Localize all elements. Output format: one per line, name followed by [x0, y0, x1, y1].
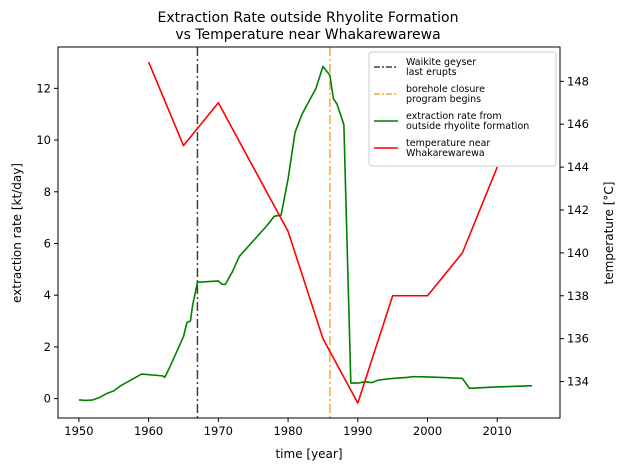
series-line-temperature	[147, 61, 498, 404]
y-axis-left-label: extraction rate [kt/day]	[10, 163, 24, 303]
legend-label: Waikite geyser	[406, 57, 476, 68]
legend-label: temperature near	[406, 138, 490, 149]
legend-label: borehole closure	[406, 84, 485, 95]
x-tick-label: 1950	[64, 424, 93, 438]
plot-area-frame	[57, 46, 561, 419]
chart-title: Extraction Rate outside Rhyolite Formati…	[158, 10, 459, 43]
x-tick-label: 1970	[204, 424, 233, 438]
y-left-tick-label: 4	[44, 288, 51, 302]
legend-box	[368, 51, 557, 167]
y-left-tick-label: 2	[44, 340, 51, 354]
series-line-extraction-rate	[78, 65, 533, 402]
y-axis-left: 0 2 4 6 8 10 12	[36, 81, 58, 406]
y-axis-right-label: temperature [°C]	[602, 182, 616, 285]
x-tick-label: 2000	[413, 424, 442, 438]
x-tick-label: 2010	[483, 424, 512, 438]
y-left-tick-label: 6	[44, 236, 51, 250]
legend-label: extraction rate from	[406, 111, 502, 122]
legend-label: last erupts	[406, 67, 457, 78]
chart-title-line2: vs Temperature near Whakarewarewa	[175, 27, 440, 43]
y-right-tick-label: 138	[567, 289, 589, 303]
y-right-tick-label: 146	[567, 117, 589, 131]
y-right-tick-label: 140	[567, 246, 589, 260]
x-tick-label: 1960	[134, 424, 163, 438]
x-tick-label: 1980	[273, 424, 302, 438]
x-axis: 1950 1960 1970 1980 1990 2000 2010	[64, 418, 512, 438]
y-left-tick-label: 8	[44, 185, 51, 199]
y-left-tick-label: 10	[36, 133, 51, 147]
legend-label: program begins	[406, 94, 481, 105]
chart-title-line1: Extraction Rate outside Rhyolite Formati…	[158, 10, 459, 26]
x-tick-label: 1990	[343, 424, 372, 438]
y-left-tick-label: 12	[36, 81, 51, 95]
y-right-tick-label: 144	[567, 160, 589, 174]
y-left-tick-label: 0	[44, 392, 51, 406]
y-right-tick-label: 136	[567, 332, 589, 346]
y-right-tick-label: 148	[567, 74, 589, 88]
y-right-tick-label: 142	[567, 203, 589, 217]
y-axis-right: 134 136 138 140 142 144 146 148	[560, 74, 589, 389]
legend-label: Whakarewarewa	[406, 148, 485, 159]
x-axis-label: time [year]	[275, 447, 342, 461]
y-right-tick-label: 134	[567, 375, 589, 389]
legend-label: outside rhyolite formation	[406, 121, 529, 132]
